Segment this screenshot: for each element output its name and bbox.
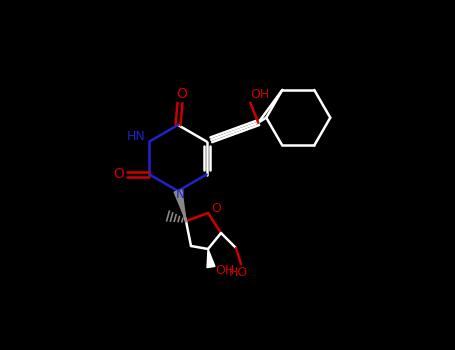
Text: O: O [113, 168, 124, 182]
Text: HO: HO [229, 266, 248, 279]
Polygon shape [174, 190, 186, 221]
Text: O: O [177, 87, 187, 101]
Text: OH: OH [215, 264, 235, 276]
Text: OH: OH [251, 88, 270, 101]
Polygon shape [207, 249, 215, 268]
Text: HN: HN [127, 130, 146, 143]
Text: O: O [211, 202, 221, 215]
Text: N: N [175, 188, 185, 201]
